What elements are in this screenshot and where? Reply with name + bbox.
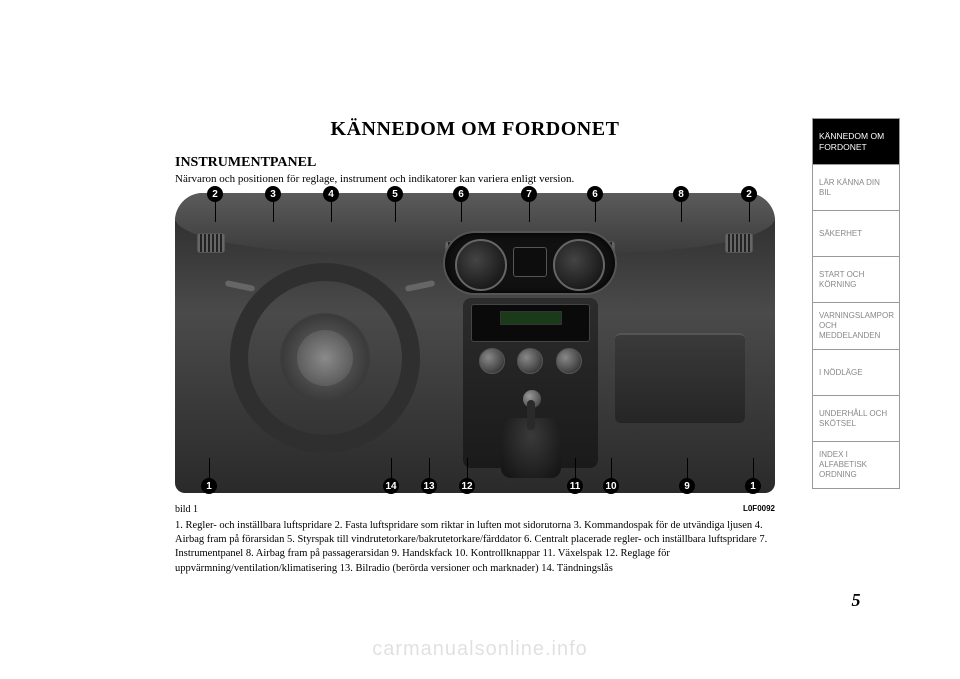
callout-11: 11: [567, 478, 583, 494]
instrument-cluster: [445, 233, 615, 293]
leader-line: [429, 458, 430, 478]
callout-6: 6: [453, 186, 469, 202]
steering-wheel: [230, 263, 420, 453]
callout-1: 1: [201, 478, 217, 494]
leader-line: [273, 202, 274, 222]
page-number: 5: [812, 590, 900, 611]
callout-13: 13: [421, 478, 437, 494]
callout-12: 12: [459, 478, 475, 494]
intro-text: Närvaron och positionen för reglage, ins…: [175, 173, 775, 185]
glovebox: [615, 333, 745, 423]
callout-6: 6: [587, 186, 603, 202]
sidebar-item-7[interactable]: INDEX I ALFABETISK ORDNING: [812, 441, 900, 489]
leader-line: [753, 458, 754, 478]
climate-knobs: [473, 348, 588, 374]
callout-2: 2: [207, 186, 223, 202]
callout-4: 4: [323, 186, 339, 202]
radio-unit: [471, 304, 590, 342]
callout-2: 2: [741, 186, 757, 202]
callout-14: 14: [383, 478, 399, 494]
leader-line: [395, 202, 396, 222]
leader-line: [331, 202, 332, 222]
leader-line: [681, 202, 682, 222]
figure-legend: 1. Regler- och inställbara luftspridare …: [175, 519, 775, 576]
leader-line: [461, 202, 462, 222]
sidebar-item-4[interactable]: VARNINGSLAMPOR OCH MEDDELANDEN: [812, 302, 900, 349]
leader-line: [215, 202, 216, 222]
leader-line: [467, 458, 468, 478]
callout-9: 9: [679, 478, 695, 494]
callout-1: 1: [745, 478, 761, 494]
callout-3: 3: [265, 186, 281, 202]
callout-8: 8: [673, 186, 689, 202]
side-vent-left: [197, 233, 225, 253]
stalk-left: [225, 280, 256, 292]
leader-line: [529, 202, 530, 222]
callouts-top-row: 2 3 4 5 6 7 6 8 2: [175, 186, 775, 206]
sidebar-item-3[interactable]: START OCH KÖRNING: [812, 256, 900, 302]
leader-line: [391, 458, 392, 478]
figure-label: bild 1: [175, 504, 198, 515]
watermark: carmanualsonline.info: [0, 638, 960, 661]
leader-line: [595, 202, 596, 222]
callout-5: 5: [387, 186, 403, 202]
callout-10: 10: [603, 478, 619, 494]
leader-line: [687, 458, 688, 478]
callout-7: 7: [521, 186, 537, 202]
figure-code: L0F0092: [743, 504, 775, 513]
leader-line: [611, 458, 612, 478]
sidebar-item-1[interactable]: LÄR KÄNNA DIN BIL: [812, 164, 900, 210]
leader-line: [575, 458, 576, 478]
leader-line: [749, 202, 750, 222]
figure-caption: bild 1 L0F0092 1. Regler- och inställbar…: [175, 504, 775, 576]
sidebar-item-0[interactable]: KÄNNEDOM OM FORDONET: [812, 118, 900, 164]
stalk-right: [405, 280, 436, 292]
sidebar-item-2[interactable]: SÄKERHET: [812, 210, 900, 256]
side-vent-right: [725, 233, 753, 253]
callouts-bottom-row: 1 14 13 12 11 10 9 1: [175, 478, 775, 498]
sidebar-nav: KÄNNEDOM OM FORDONETLÄR KÄNNA DIN BILSÄK…: [812, 118, 900, 489]
section-title: INSTRUMENTPANEL: [175, 155, 775, 171]
leader-line: [209, 458, 210, 478]
gear-area: [501, 418, 561, 478]
page-title: KÄNNEDOM OM FORDONET: [175, 118, 775, 141]
sidebar-item-6[interactable]: UNDERHÅLL OCH SKÖTSEL: [812, 395, 900, 441]
dashboard-figure: [175, 193, 775, 493]
sidebar-item-5[interactable]: I NÖDLÄGE: [812, 349, 900, 395]
